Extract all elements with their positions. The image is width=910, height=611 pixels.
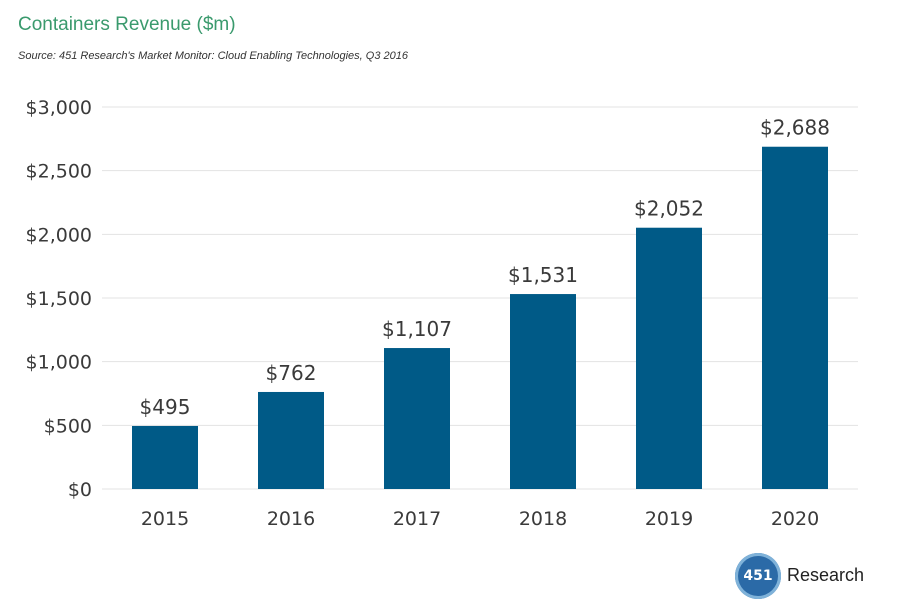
bar-layer: [132, 146, 828, 489]
data-label: $2,052: [634, 197, 704, 221]
chart-title: Containers Revenue ($m): [18, 14, 236, 35]
bar: [384, 348, 450, 489]
bar: [132, 425, 198, 489]
x-tick-label: 2015: [141, 508, 189, 530]
y-tick-label: $2,000: [26, 224, 92, 246]
451-research-logo: 451 Research: [735, 553, 895, 599]
y-tick-label: $2,500: [26, 161, 92, 183]
y-tick-label: $1,500: [26, 288, 92, 310]
x-tick-label: 2019: [645, 508, 693, 530]
y-tick-label: $3,000: [26, 97, 92, 119]
logo-text: Research: [787, 565, 865, 585]
y-tick-label: $500: [44, 415, 92, 437]
data-label: $1,107: [382, 317, 452, 341]
grid-layer: [102, 106, 858, 490]
bar: [636, 227, 702, 489]
y-tick-label: $1,000: [26, 352, 92, 374]
data-label: $2,688: [760, 116, 830, 140]
data-label: $762: [266, 361, 317, 385]
logo-mark: 451: [735, 553, 781, 599]
chart-source: Source: 451 Research's Market Monitor: C…: [18, 50, 408, 62]
label-layer: $0 $500 $1,000 $1,500 $2,000 $2,500 $3,000 $495…: [26, 97, 830, 530]
x-tick-label: 2020: [771, 508, 819, 530]
y-tick-label: $0: [68, 479, 92, 501]
data-label: $1,531: [508, 263, 578, 287]
data-label: $495: [140, 395, 191, 419]
x-tick-label: 2016: [267, 508, 315, 530]
bar: [510, 294, 576, 489]
x-tick-label: 2017: [393, 508, 441, 530]
bar: [762, 146, 828, 489]
x-tick-label: 2018: [519, 508, 567, 530]
bar: [258, 391, 324, 489]
